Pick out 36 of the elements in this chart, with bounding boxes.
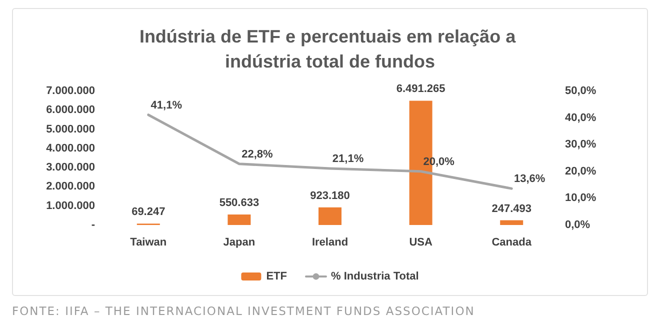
x-tick-label: Taiwan <box>130 236 167 248</box>
chart-title: Indústria de ETF e percentuais em relação a indústria total de fundos <box>139 26 521 72</box>
x-tick-label: USA <box>409 236 432 248</box>
data-label: 6.491.265 <box>396 83 446 96</box>
data-label: 21,1% <box>332 152 364 165</box>
data-label: 41,1% <box>150 99 182 112</box>
bar <box>500 220 524 225</box>
data-label: 923.180 <box>310 190 350 202</box>
y2-tick-label: 40,0% <box>565 112 596 124</box>
x-tick-label: Japan <box>223 236 256 248</box>
data-label: 550.633 <box>219 196 260 209</box>
bar <box>228 214 251 225</box>
y-tick-label: 4.000.000 <box>46 142 95 154</box>
data-label: 247.493 <box>492 202 532 215</box>
y-tick-label: 2.000.000 <box>46 180 95 193</box>
data-label: 22,8% <box>242 148 274 160</box>
y-tick-label: 6.000.000 <box>46 104 95 116</box>
y-tick-label: 5.000.000 <box>46 123 95 136</box>
bar <box>318 207 342 225</box>
y2-tick-label: 0,0% <box>565 219 590 231</box>
y2-tick-label: 30,0% <box>565 138 596 151</box>
source-note: FONTE: IIFA – THE INTERNACIONAL INVESTMENT FUNDS ASSOCIATION <box>12 304 475 318</box>
y2-tick-label: 50,0% <box>565 85 596 97</box>
y-tick-label: 1.000.000 <box>46 200 95 212</box>
x-tick-label: Ireland <box>312 236 348 248</box>
y-tick-label: 3.000.000 <box>46 162 95 174</box>
line-series <box>147 114 513 190</box>
x-tick-label: Canada <box>492 236 532 248</box>
y2-tick-label: 10,0% <box>565 192 596 204</box>
data-label: 69.247 <box>132 206 166 218</box>
legend-label: ETF <box>266 270 288 282</box>
legend-label: % Industria Total <box>330 270 419 282</box>
y2-tick-label: 20,0% <box>565 165 596 178</box>
y-tick-label: - <box>91 219 96 231</box>
data-label: 13,6% <box>514 173 546 186</box>
y-tick-label: 7.000.000 <box>46 85 95 97</box>
